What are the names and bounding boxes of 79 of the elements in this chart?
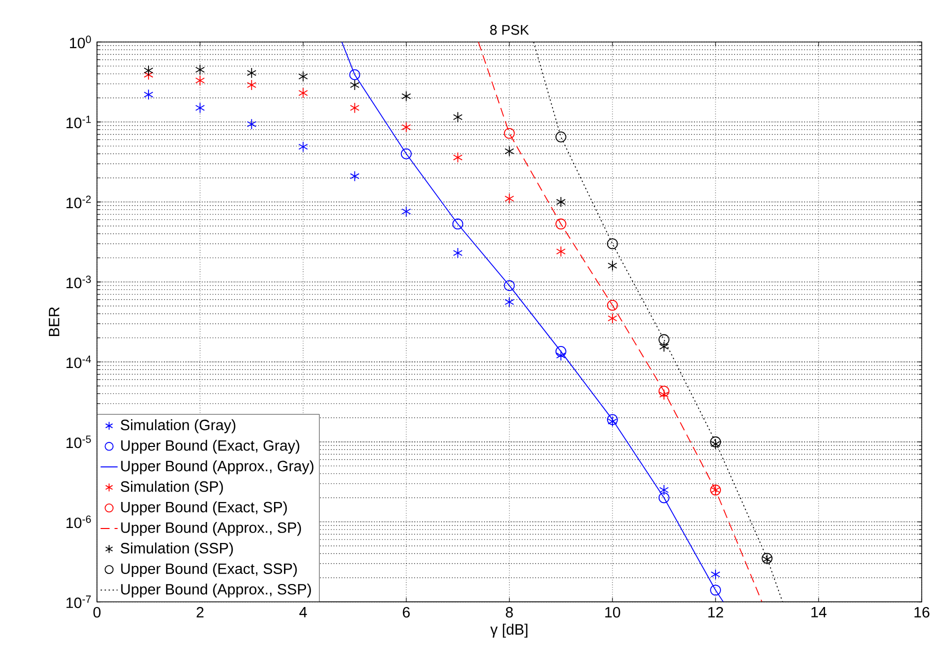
chart-title: 8 PSK [490, 25, 529, 35]
point [608, 313, 618, 324]
point [246, 118, 256, 130]
legend-label: Upper Bound (Approx., SSP) [121, 584, 311, 598]
x-tick-label: 2 [196, 607, 204, 618]
legend-label: Upper Bound (Exact, Gray) [121, 440, 300, 454]
point [710, 438, 720, 450]
point [453, 112, 463, 123]
point [556, 196, 566, 208]
y-axis-title: BER [48, 307, 60, 336]
legend-label: Upper Bound (Approx., SP) [121, 522, 301, 536]
point [556, 350, 566, 362]
point [298, 88, 308, 99]
point [607, 238, 618, 250]
x-tick-label: 8 [506, 607, 513, 618]
point [504, 146, 514, 157]
line-series [478, 42, 762, 602]
point [195, 102, 205, 114]
x-tick-label: 0 [93, 607, 101, 618]
point [144, 65, 154, 76]
point [350, 170, 360, 182]
x-tick-label: 4 [299, 607, 307, 618]
point [556, 246, 566, 258]
point [298, 141, 308, 152]
point [710, 436, 721, 448]
x-tick-label: 10 [605, 607, 620, 618]
y-tick-label: 10$^{0}$ [70, 36, 91, 48]
y-tick-label: 10$^{-3}$ [66, 276, 91, 288]
point [504, 128, 515, 139]
point [349, 69, 360, 80]
y-tick-label: 10$^{-6}$ [66, 516, 91, 528]
point [504, 193, 514, 204]
point [246, 80, 256, 91]
legend-label: Simulation (Gray) [120, 419, 236, 434]
point [555, 132, 566, 142]
point [350, 102, 360, 114]
point [401, 122, 412, 133]
point [453, 152, 463, 163]
y-tick-label: 10$^{-4}$ [66, 356, 91, 368]
point [195, 75, 205, 86]
legend-label: Upper Bound (Exact, SP) [121, 502, 287, 516]
point [555, 346, 566, 357]
point [195, 64, 205, 76]
point [658, 386, 670, 397]
point [710, 569, 720, 580]
point [452, 218, 464, 230]
legend-label: Upper Bound (Exact, SSP) [121, 563, 297, 578]
point [144, 89, 154, 100]
point [504, 296, 514, 308]
x-tick-label: 12 [708, 607, 724, 618]
point [401, 206, 412, 218]
point [246, 68, 256, 78]
y-tick-label: 10$^{-1}$ [66, 116, 91, 128]
x-tick-label: 16 [914, 607, 930, 618]
point [298, 71, 308, 82]
point [453, 248, 463, 259]
point [350, 80, 360, 91]
point [607, 300, 618, 311]
legend-label: Simulation (SSP) [120, 542, 233, 557]
point [401, 90, 412, 102]
x-axis-title: γ [dB] [490, 624, 528, 638]
legend-label: Upper Bound (Approx., Gray) [121, 460, 314, 474]
x-tick-label: 14 [811, 607, 826, 618]
x-tick-label: 6 [402, 607, 410, 618]
point [504, 280, 515, 292]
point [400, 148, 412, 160]
legend-label: Simulation (SP) [120, 481, 223, 495]
point [659, 484, 669, 496]
y-tick-label: 10$^{-2}$ [66, 196, 91, 208]
line-series [341, 42, 724, 602]
point [659, 389, 669, 400]
point [658, 334, 670, 346]
y-tick-label: 10$^{-7}$ [66, 596, 91, 608]
point [658, 492, 670, 504]
point [608, 260, 618, 272]
point [710, 584, 721, 596]
point [659, 341, 669, 352]
point [555, 218, 566, 230]
y-tick-label: 10$^{-5}$ [66, 436, 91, 448]
